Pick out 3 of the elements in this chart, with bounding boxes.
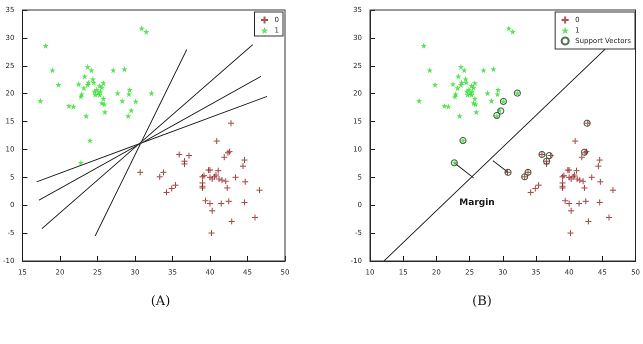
text: (A) [150,294,170,309]
annotation: Margin [459,198,495,208]
text: (B) [472,294,492,309]
